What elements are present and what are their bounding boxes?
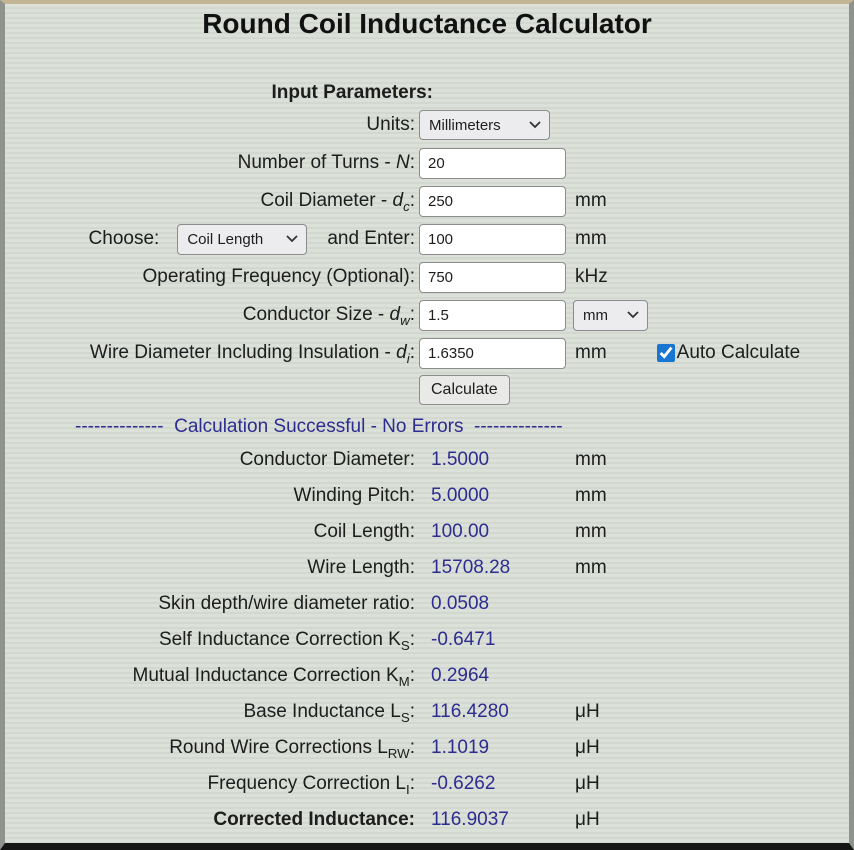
turns-input[interactable] (419, 147, 566, 179)
result-unit: μH (575, 737, 600, 758)
conductor-unit-select[interactable]: mm (573, 299, 648, 331)
result-unit: μH (575, 773, 600, 794)
choose-select[interactable]: Coil Length (177, 223, 308, 255)
result-value: 116.9037 (431, 809, 509, 830)
result-row-frequency-correction: Frequency Correction LI: -0.6262 μH (5, 766, 849, 802)
result-label: Coil Length: (313, 521, 415, 542)
coil-diameter-row: Coil Diameter - dc: mm (5, 182, 849, 220)
result-value: 15708.28 (431, 557, 511, 578)
wire-diameter-input[interactable] (419, 337, 566, 369)
result-row-corrected-inductance: Corrected Inductance: 116.9037 μH (5, 802, 849, 838)
result-unit: μH (575, 701, 600, 722)
frequency-unit: kHz (575, 266, 608, 287)
result-label: Frequency Correction LI: (207, 773, 415, 797)
conductor-size-label: Conductor Size - dw: (242, 304, 415, 328)
result-row-coil-length: Coil Length: 100.00 mm (5, 514, 849, 550)
result-unit: mm (575, 485, 607, 506)
result-row-wire-length: Wire Length: 15708.28 mm (5, 550, 849, 586)
choose-label: Choose: (88, 228, 160, 249)
result-row-self-inductance-correction: Self Inductance Correction KS: -0.6471 (5, 622, 849, 658)
frequency-label: Operating Frequency (Optional): (142, 266, 415, 287)
coil-diameter-label: Coil Diameter - dc: (260, 190, 416, 214)
coil-diameter-unit: mm (575, 190, 607, 211)
units-select[interactable]: Millimeters (419, 110, 550, 140)
result-label: Self Inductance Correction KS: (158, 629, 415, 653)
status-message: -------------- Calculation Successful - … (75, 416, 563, 437)
result-label: Base Inductance LS: (243, 701, 415, 725)
result-value: 0.2964 (431, 665, 490, 686)
result-unit: mm (575, 521, 607, 542)
conductor-size-row: Conductor Size - dw: mm (5, 296, 849, 334)
units-label: Units: (366, 114, 415, 135)
result-value: 116.4280 (431, 701, 509, 722)
result-row-skin-depth-ratio: Skin depth/wire diameter ratio: 0.0508 (5, 586, 849, 622)
auto-calculate-label: Auto Calculate (676, 342, 801, 363)
page-title: Round Coil Inductance Calculator (202, 8, 652, 39)
calculate-row: Calculate (5, 372, 849, 408)
result-value: -0.6262 (431, 773, 496, 794)
wire-diameter-label: Wire Diameter Including Insulation - di: (89, 342, 415, 366)
result-label: Wire Length: (307, 557, 415, 578)
result-row-conductor-diameter: Conductor Diameter: 1.5000 mm (5, 442, 849, 478)
result-unit: mm (575, 557, 607, 578)
result-row-mutual-inductance-correction: Mutual Inductance Correction KM: 0.2964 (5, 658, 849, 694)
units-row: Units: Millimeters (5, 106, 849, 144)
result-label: Winding Pitch: (293, 485, 415, 506)
result-value: -0.6471 (431, 629, 496, 650)
result-value: 5.0000 (431, 485, 490, 506)
turns-row: Number of Turns - N: (5, 144, 849, 182)
result-row-base-inductance: Base Inductance LS: 116.4280 μH (5, 694, 849, 730)
frequency-input[interactable] (419, 261, 566, 293)
result-label: Corrected Inductance: (213, 809, 415, 830)
conductor-size-input[interactable] (419, 299, 566, 331)
result-label: Conductor Diameter: (239, 449, 415, 470)
result-label: Skin depth/wire diameter ratio: (158, 593, 415, 614)
coil-diameter-input[interactable] (419, 185, 566, 217)
auto-calculate-checkbox[interactable] (656, 344, 675, 362)
result-value: 1.1019 (431, 737, 490, 758)
choose-value-input[interactable] (419, 223, 566, 255)
result-value: 1.5000 (431, 449, 490, 470)
results-section: Conductor Diameter: 1.5000 mm Winding Pi… (5, 442, 849, 838)
result-row-round-wire-corrections: Round Wire Corrections LRW: 1.1019 μH (5, 730, 849, 766)
wire-diameter-row: Wire Diameter Including Insulation - di:… (5, 334, 849, 372)
input-parameters-heading: Input Parameters: (271, 82, 433, 103)
result-unit: mm (575, 449, 607, 470)
result-value: 100.00 (431, 521, 490, 542)
result-value: 0.0508 (431, 593, 490, 614)
result-label: Round Wire Corrections LRW: (169, 737, 415, 761)
choose-unit: mm (575, 228, 607, 249)
result-label: Mutual Inductance Correction KM: (132, 665, 416, 689)
turns-label: Number of Turns - N: (237, 152, 415, 173)
calculate-button[interactable]: Calculate (419, 375, 510, 405)
result-row-winding-pitch: Winding Pitch: 5.0000 mm (5, 478, 849, 514)
and-enter-label: and Enter: (327, 228, 415, 249)
result-unit: μH (575, 809, 600, 830)
choose-row: Choose: Coil Length and Enter: mm (5, 220, 849, 258)
wire-diameter-unit: mm (575, 342, 607, 363)
frequency-row: Operating Frequency (Optional): kHz (5, 258, 849, 296)
